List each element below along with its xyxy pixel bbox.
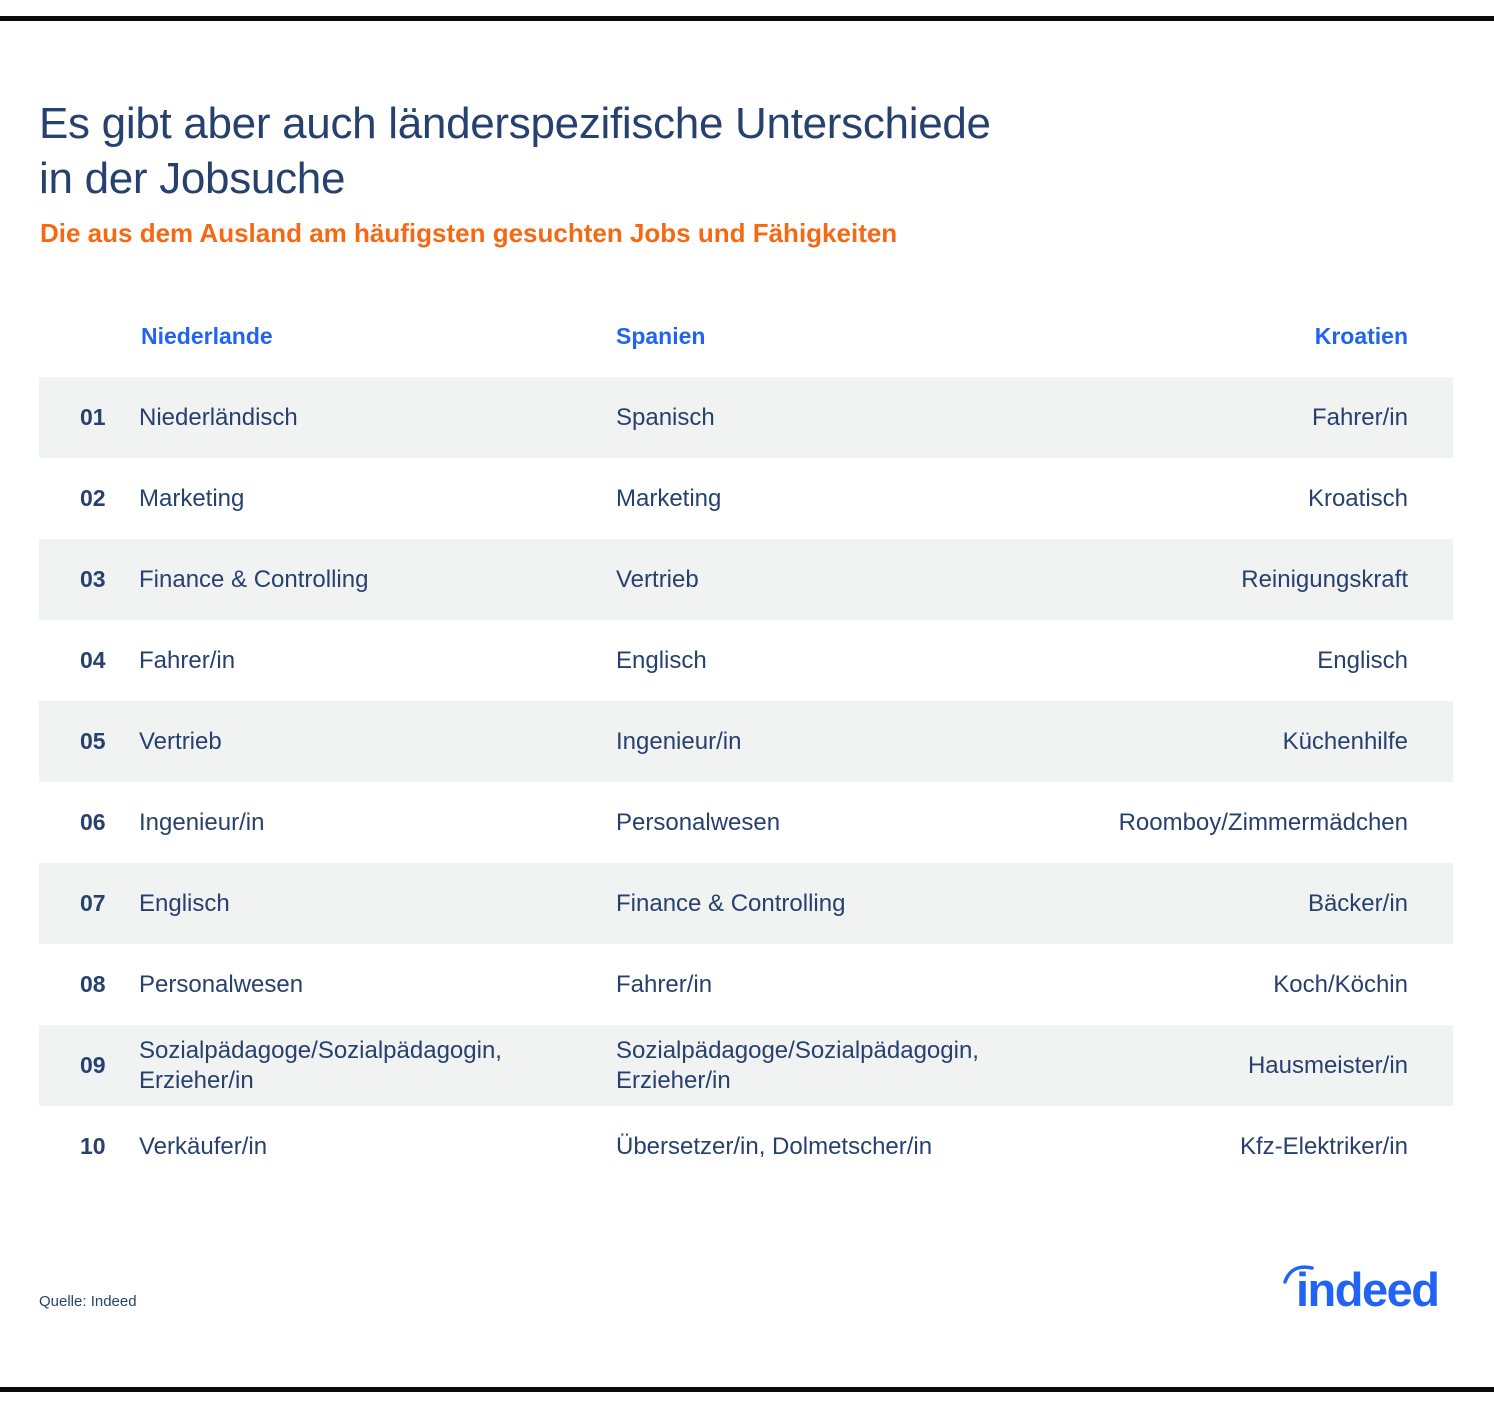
- rank-number: 04: [80, 647, 106, 673]
- rank-number: 08: [80, 971, 106, 997]
- cell-spanien: Personalwesen: [616, 808, 781, 836]
- table-row: 02 Marketing Marketing Kroatisch: [39, 458, 1453, 539]
- table-row: 07 Englisch Finance & Controlling Bäcker…: [39, 863, 1453, 944]
- rank-number: 05: [80, 728, 106, 754]
- rank-number: 06: [80, 809, 106, 835]
- rank-number: 07: [80, 890, 106, 916]
- table-row: 03 Finance & Controlling Vertrieb Reinig…: [39, 539, 1453, 620]
- column-header-kroatien: Kroatien: [1314, 323, 1408, 349]
- cell-niederlande: Marketing: [139, 484, 245, 512]
- cell-niederlande: Fahrer/in: [139, 646, 236, 674]
- column-header-spanien: Spanien: [616, 323, 706, 349]
- indeed-logo-arc-icon: [1283, 1265, 1314, 1284]
- rank-number: 02: [80, 485, 106, 511]
- cell-spanien: Vertrieb: [616, 565, 699, 593]
- table-row: 10 Verkäufer/in Übersetzer/in, Dolmetsch…: [39, 1106, 1453, 1187]
- cell-spanien: Spanisch: [616, 403, 715, 431]
- page-title: Es gibt aber auch länderspezifische Unte…: [39, 96, 1139, 206]
- rank-number: 01: [80, 404, 106, 430]
- cell-spanien: Ingenieur/in: [616, 727, 742, 755]
- table-row: 05 Vertrieb Ingenieur/in Küchenhilfe: [39, 701, 1453, 782]
- page-subtitle: Die aus dem Ausland am häufigsten gesuch…: [40, 218, 898, 248]
- cell-kroatien: Roomboy/Zimmermädchen: [1118, 808, 1408, 836]
- table-row: 09 Sozialpädagoge/Sozialpädagogin, Erzie…: [39, 1025, 1453, 1106]
- cell-niederlande: Finance & Controlling: [139, 565, 369, 593]
- rank-number: 09: [80, 1052, 106, 1078]
- cell-spanien: Fahrer/in: [616, 970, 713, 998]
- table-row: 06 Ingenieur/in Personalwesen Roomboy/Zi…: [39, 782, 1453, 863]
- cell-niederlande: Ingenieur/in: [139, 808, 265, 836]
- cell-spanien: Übersetzer/in, Dolmetscher/in: [616, 1132, 933, 1160]
- cell-kroatien: Kroatisch: [1307, 484, 1408, 512]
- title-line-2: in der Jobsuche: [39, 154, 346, 203]
- rank-number: 03: [80, 566, 106, 592]
- cell-kroatien: Hausmeister/in: [1247, 1051, 1408, 1079]
- top-rule: [0, 16, 1494, 21]
- source-note: Quelle: Indeed: [39, 1293, 137, 1310]
- table-row: 01 Niederländisch Spanisch Fahrer/in: [39, 377, 1453, 458]
- cell-niederlande: Niederländisch: [139, 403, 298, 431]
- bottom-rule: [0, 1387, 1494, 1392]
- cell-kroatien: Koch/Köchin: [1273, 970, 1408, 998]
- indeed-logo-text: indeed: [1296, 1263, 1440, 1316]
- cell-kroatien: Kfz-Elektriker/in: [1239, 1132, 1408, 1160]
- cell-spanien: Marketing: [616, 484, 722, 512]
- title-line-1: Es gibt aber auch länderspezifische Unte…: [39, 99, 991, 148]
- table-row: 08 Personalwesen Fahrer/in Koch/Köchin: [39, 944, 1453, 1025]
- table-row: 04 Fahrer/in Englisch Englisch: [39, 620, 1453, 701]
- cell-kroatien: Küchenhilfe: [1282, 727, 1408, 755]
- cell-niederlande: Vertrieb: [139, 727, 222, 755]
- cell-niederlande: Englisch: [139, 889, 230, 917]
- column-header-niederlande: Niederlande: [141, 323, 273, 349]
- cell-spanien: Finance & Controlling: [616, 889, 846, 917]
- cell-kroatien: Reinigungskraft: [1241, 565, 1408, 593]
- cell-niederlande: Sozialpädagoge/Sozialpädagogin, Erzieher…: [139, 1036, 502, 1094]
- indeed-logo: indeed: [1282, 1260, 1457, 1320]
- cell-spanien: Englisch: [616, 646, 707, 674]
- cell-spanien: Sozialpädagoge/Sozialpädagogin, Erzieher…: [616, 1036, 979, 1094]
- cell-niederlande: Verkäufer/in: [139, 1132, 268, 1160]
- cell-kroatien: Bäcker/in: [1307, 889, 1408, 917]
- cell-kroatien: Fahrer/in: [1311, 403, 1408, 431]
- table-header: Niederlande Spanien Kroatien: [39, 318, 1453, 354]
- cell-niederlande: Personalwesen: [139, 970, 304, 998]
- cell-kroatien: Englisch: [1317, 646, 1408, 674]
- ranking-table: 01 Niederländisch Spanisch Fahrer/in 02 …: [39, 377, 1453, 1187]
- rank-number: 10: [80, 1133, 106, 1159]
